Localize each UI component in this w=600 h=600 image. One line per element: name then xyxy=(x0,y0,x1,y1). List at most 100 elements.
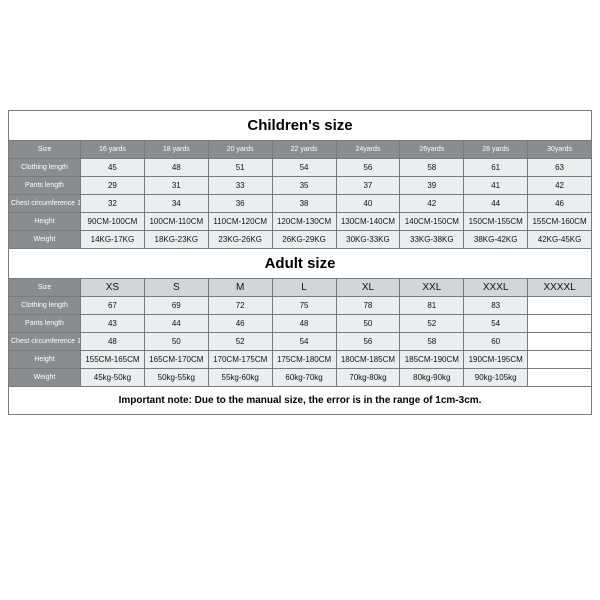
cell-blank xyxy=(528,351,592,369)
col-header: L xyxy=(272,279,336,297)
cell: 54 xyxy=(272,159,336,177)
col-header: 30yards xyxy=(528,141,592,159)
table-row: Height 155CM-165CM 165CM-170CM 170CM-175… xyxy=(9,351,592,369)
cell: 14KG-17KG xyxy=(81,231,145,249)
cell: 185CM-190CM xyxy=(400,351,464,369)
col-header: M xyxy=(208,279,272,297)
col-header: 18 yards xyxy=(144,141,208,159)
cell-blank xyxy=(528,297,592,315)
cell: 180CM-185CM xyxy=(336,351,400,369)
adult-table-body: Clothing length 67 69 72 75 78 81 83 Pan… xyxy=(9,297,592,387)
cell: 56 xyxy=(336,159,400,177)
cell: 38 xyxy=(272,195,336,213)
table-row: Height 90CM-100CM 100CM-110CM 110CM-120C… xyxy=(9,213,592,231)
cell-blank xyxy=(528,333,592,351)
col-header: XXXXL xyxy=(528,279,592,297)
col-header-size: Size xyxy=(9,141,81,159)
cell: 29 xyxy=(81,177,145,195)
col-header: 26yards xyxy=(400,141,464,159)
row-label: Chest circumference 1/2 xyxy=(9,195,81,213)
cell: 90CM-100CM xyxy=(81,213,145,231)
cell: 52 xyxy=(400,315,464,333)
col-header-size: Size xyxy=(9,279,81,297)
col-header: 20 yards xyxy=(208,141,272,159)
cell: 36 xyxy=(208,195,272,213)
cell: 67 xyxy=(81,297,145,315)
cell: 33 xyxy=(208,177,272,195)
cell: 52 xyxy=(208,333,272,351)
cell: 34 xyxy=(144,195,208,213)
cell: 46 xyxy=(528,195,592,213)
cell: 60kg-70kg xyxy=(272,369,336,387)
cell: 23KG-26KG xyxy=(208,231,272,249)
cell: 41 xyxy=(464,177,528,195)
cell: 33KG-38KG xyxy=(400,231,464,249)
cell: 175CM-180CM xyxy=(272,351,336,369)
table-row: Weight 14KG-17KG 18KG-23KG 23KG-26KG 26K… xyxy=(9,231,592,249)
cell: 90kg-105kg xyxy=(464,369,528,387)
col-header: XL xyxy=(336,279,400,297)
cell: 140CM-150CM xyxy=(400,213,464,231)
table-row: Chest circumference 1/2 32 34 36 38 40 4… xyxy=(9,195,592,213)
cell: 155CM-160CM xyxy=(528,213,592,231)
cell: 44 xyxy=(464,195,528,213)
cell: 42 xyxy=(400,195,464,213)
col-header: 28 yards xyxy=(464,141,528,159)
cell: 39 xyxy=(400,177,464,195)
cell: 165CM-170CM xyxy=(144,351,208,369)
cell: 70kg-80kg xyxy=(336,369,400,387)
size-chart-container: Children's size Size 16 yards 18 yards 2… xyxy=(0,0,600,600)
cell: 80kg-90kg xyxy=(400,369,464,387)
cell: 58 xyxy=(400,333,464,351)
important-note: Important note: Due to the manual size, … xyxy=(8,387,592,415)
table-row: Chest circumference 1/2 48 50 52 54 56 5… xyxy=(9,333,592,351)
table-row: Pants length 29 31 33 35 37 39 41 42 xyxy=(9,177,592,195)
cell: 48 xyxy=(81,333,145,351)
cell: 18KG-23KG xyxy=(144,231,208,249)
cell: 63 xyxy=(528,159,592,177)
cell: 43 xyxy=(81,315,145,333)
cell: 50 xyxy=(144,333,208,351)
cell: 48 xyxy=(272,315,336,333)
cell: 170CM-175CM xyxy=(208,351,272,369)
cell: 78 xyxy=(336,297,400,315)
cell: 31 xyxy=(144,177,208,195)
cell: 48 xyxy=(144,159,208,177)
col-header: XXXL xyxy=(464,279,528,297)
row-label: Clothing length xyxy=(9,297,81,315)
cell: 45kg-50kg xyxy=(81,369,145,387)
cell: 150CM-155CM xyxy=(464,213,528,231)
cell: 81 xyxy=(400,297,464,315)
adult-size-table: Size XS S M L XL XXL XXXL XXXXL Clothing… xyxy=(8,278,592,387)
cell: 44 xyxy=(144,315,208,333)
adult-title: Adult size xyxy=(8,249,592,278)
cell: 120CM-130CM xyxy=(272,213,336,231)
col-header: XS xyxy=(81,279,145,297)
cell: 37 xyxy=(336,177,400,195)
row-label: Chest circumference 1/2 xyxy=(9,333,81,351)
cell: 46 xyxy=(208,315,272,333)
row-label: Pants length xyxy=(9,177,81,195)
children-size-table: Size 16 yards 18 yards 20 yards 22 yards… xyxy=(8,140,592,249)
cell: 56 xyxy=(336,333,400,351)
row-label: Clothing length xyxy=(9,159,81,177)
cell: 42 xyxy=(528,177,592,195)
children-table-body: Clothing length 45 48 51 54 56 58 61 63 … xyxy=(9,159,592,249)
col-header: XXL xyxy=(400,279,464,297)
row-label: Weight xyxy=(9,231,81,249)
cell: 51 xyxy=(208,159,272,177)
cell-blank xyxy=(528,369,592,387)
cell: 45 xyxy=(81,159,145,177)
col-header: 16 yards xyxy=(81,141,145,159)
cell: 61 xyxy=(464,159,528,177)
row-label: Height xyxy=(9,213,81,231)
table-row: Clothing length 45 48 51 54 56 58 61 63 xyxy=(9,159,592,177)
cell: 60 xyxy=(464,333,528,351)
cell-blank xyxy=(528,315,592,333)
cell: 100CM-110CM xyxy=(144,213,208,231)
table-row: Weight 45kg-50kg 50kg-55kg 55kg-60kg 60k… xyxy=(9,369,592,387)
table-row: Clothing length 67 69 72 75 78 81 83 xyxy=(9,297,592,315)
cell: 58 xyxy=(400,159,464,177)
cell: 30KG-33KG xyxy=(336,231,400,249)
col-header: 22 yards xyxy=(272,141,336,159)
